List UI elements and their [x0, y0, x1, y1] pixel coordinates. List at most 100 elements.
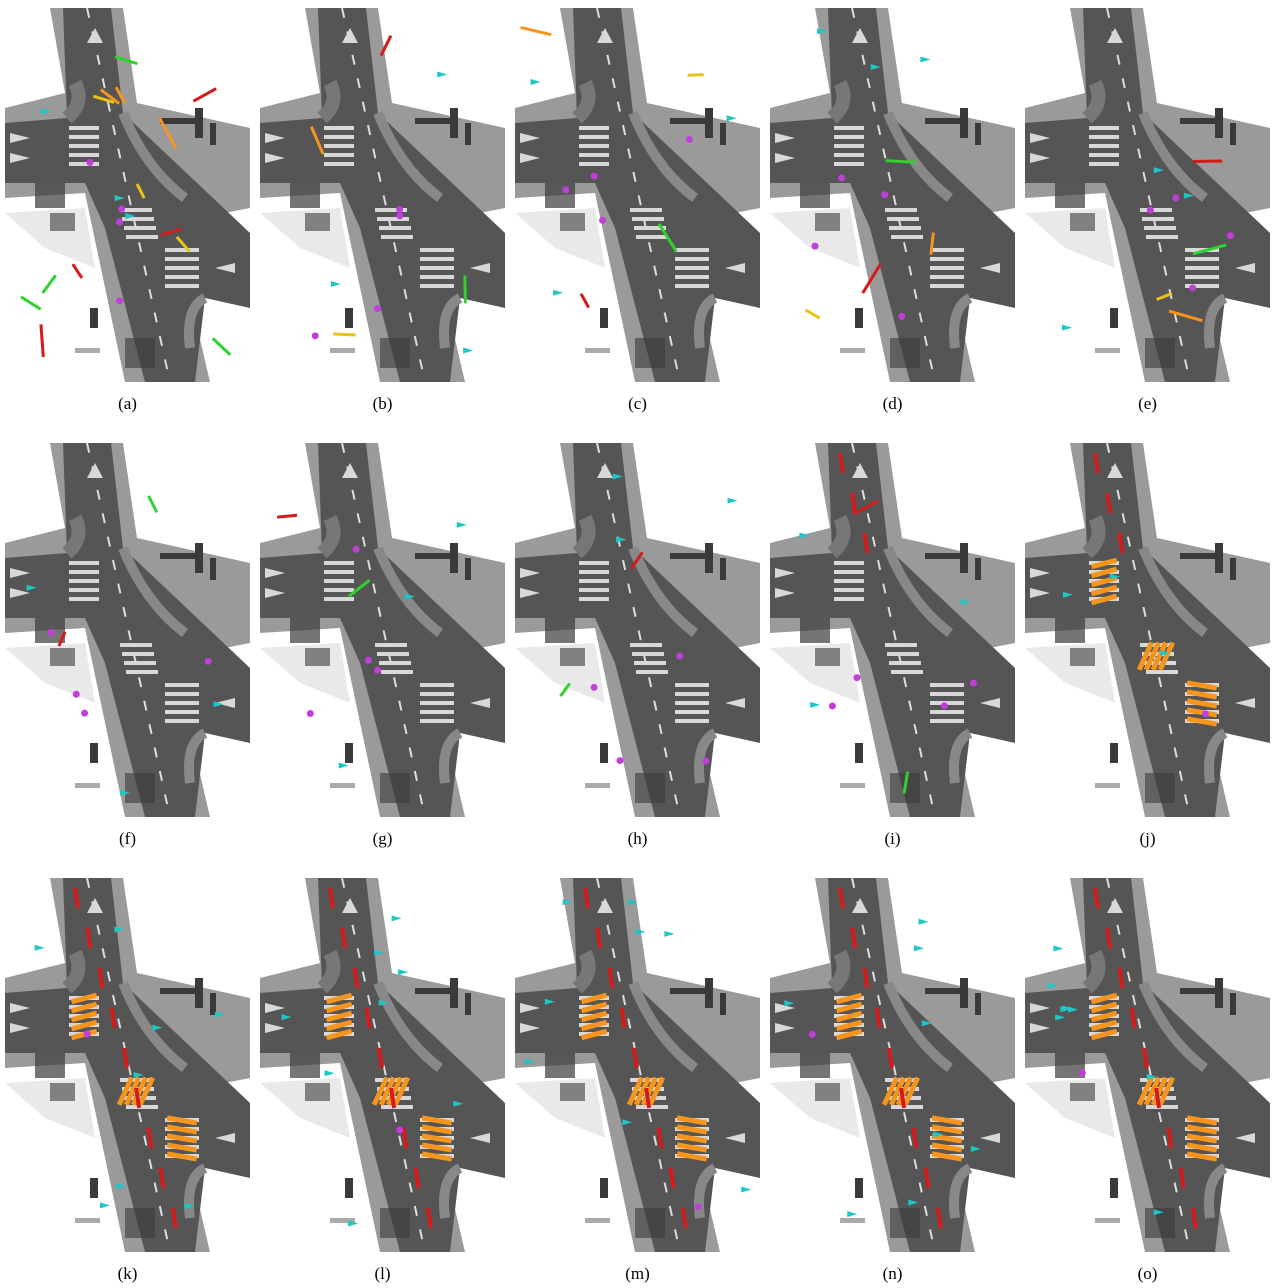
vehicle-mark: [100, 1202, 110, 1209]
crosswalk-mark: [1150, 641, 1169, 671]
lane-mark: [1141, 1047, 1149, 1069]
road-scene: [770, 8, 1015, 382]
crosswalk-mark: [1186, 716, 1218, 727]
annotations: [799, 452, 977, 794]
panel-image: [770, 878, 1015, 1252]
lane-mark: [73, 887, 80, 909]
vehicle-mark: [525, 1058, 536, 1065]
crosswalk-mark: [580, 1028, 608, 1041]
vehicle-mark: [1153, 167, 1164, 174]
crosswalk-mark: [1090, 1010, 1118, 1023]
caption: (g): [372, 829, 393, 848]
motion-mark: [929, 232, 935, 255]
vehicle-mark: [616, 536, 627, 543]
lane-mark: [1178, 1167, 1186, 1189]
lane-mark: [146, 1127, 154, 1149]
panel: [515, 443, 760, 817]
lane-mark: [583, 887, 590, 909]
crosswalk-mark: [1186, 698, 1218, 709]
panel: [515, 8, 760, 382]
lane-mark: [595, 927, 603, 949]
lane-mark: [328, 887, 335, 909]
person-mark: [562, 186, 570, 194]
vehicle-mark: [622, 1119, 633, 1126]
annotations: [34, 887, 225, 1229]
panel-image: [260, 443, 505, 817]
crosswalk-mark: [881, 1076, 900, 1106]
crosswalk-mark: [1186, 689, 1218, 700]
motion-mark: [853, 499, 879, 516]
person-mark: [590, 172, 598, 180]
panel-image: [260, 878, 505, 1252]
vehicle-mark: [338, 762, 349, 769]
caption: (b): [372, 394, 393, 413]
vehicle-mark: [1146, 1073, 1157, 1080]
crosswalk-mark: [895, 1076, 914, 1106]
motion-mark: [687, 73, 704, 77]
motion-mark: [1156, 292, 1173, 301]
crosswalk-mark: [123, 1076, 142, 1106]
crosswalk-mark: [1157, 1076, 1176, 1106]
crosswalk-mark: [676, 1124, 708, 1135]
crosswalk-mark: [1186, 1124, 1218, 1135]
crosswalk-mark: [378, 1076, 397, 1106]
person-mark: [685, 135, 693, 143]
caption: (h): [627, 829, 648, 848]
person-mark: [72, 690, 80, 698]
vehicle-mark: [26, 584, 37, 591]
crosswalk-mark: [647, 1076, 666, 1106]
caption: (m): [625, 1264, 650, 1283]
lane-mark: [376, 1047, 384, 1069]
vehicle-mark: [847, 1211, 858, 1218]
crosswalk-mark: [325, 1028, 353, 1041]
vehicle-mark: [437, 71, 448, 78]
motion-mark: [276, 513, 298, 519]
motion-mark: [99, 88, 121, 105]
motion-mark: [1168, 309, 1203, 323]
person-mark: [838, 174, 846, 182]
crosswalk-mark: [888, 1076, 907, 1106]
lane-mark: [607, 967, 615, 989]
caption: (c): [628, 394, 647, 413]
lane-mark: [1093, 887, 1100, 909]
crosswalk-mark: [166, 1133, 198, 1144]
crosswalk-mark: [1090, 566, 1118, 579]
lane-mark: [389, 1087, 397, 1109]
annotations: [1062, 159, 1234, 331]
person-mark: [1226, 232, 1234, 240]
crosswalk-mark: [1186, 1151, 1218, 1162]
lane-mark: [850, 492, 858, 514]
vehicle-mark: [933, 1131, 944, 1138]
crosswalk-mark: [835, 992, 863, 1005]
motion-mark: [1192, 243, 1227, 256]
lane-mark: [668, 1167, 676, 1189]
lane-mark: [85, 927, 93, 949]
vehicle-mark: [1060, 1006, 1071, 1013]
annotations: [804, 28, 935, 320]
crosswalk-mark: [325, 1010, 353, 1023]
lane-mark: [874, 1007, 882, 1029]
lane-mark: [1190, 1207, 1198, 1229]
vehicle-mark: [114, 195, 125, 202]
caption: (l): [374, 1264, 391, 1283]
person-mark: [969, 679, 977, 687]
crosswalk-mark: [1157, 641, 1176, 671]
motion-mark: [114, 55, 138, 66]
motion-mark: [309, 126, 325, 155]
motion-mark: [39, 324, 45, 358]
vehicle-mark: [1053, 945, 1064, 952]
lane-mark: [1166, 1127, 1174, 1149]
lane-mark: [923, 1167, 931, 1189]
caption: (f): [119, 829, 136, 848]
annotations: [276, 513, 467, 769]
crosswalk-mark: [580, 1019, 608, 1032]
crosswalk-mark: [166, 1124, 198, 1135]
crosswalk-mark: [166, 1115, 198, 1126]
panel: [1025, 8, 1270, 382]
lane-mark: [911, 1127, 919, 1149]
vehicle-mark: [214, 1011, 225, 1018]
crosswalk-mark: [1150, 1076, 1169, 1106]
person-mark: [1078, 1069, 1086, 1077]
motion-mark: [559, 682, 571, 698]
